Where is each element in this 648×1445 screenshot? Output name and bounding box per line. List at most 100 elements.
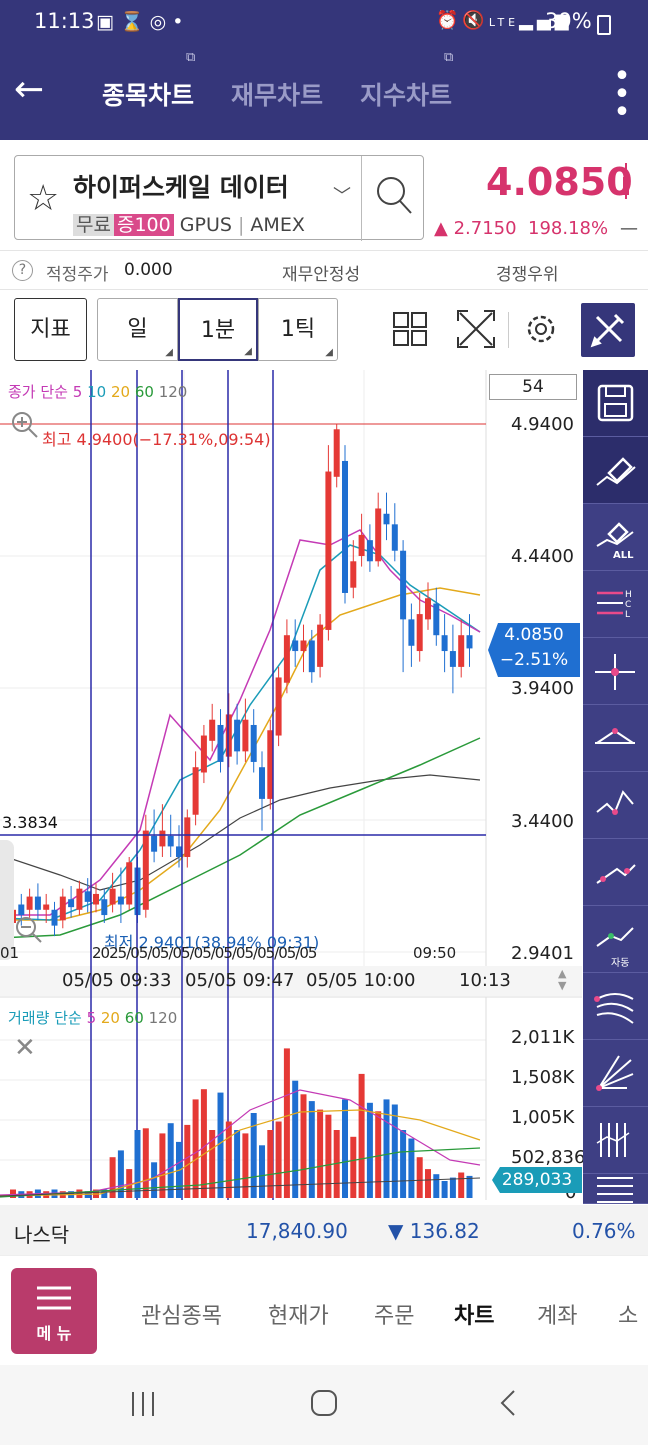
tab-financial-chart[interactable]: 재무차트 (231, 81, 324, 110)
index-ticker-bar[interactable]: 나스닥 17,840.90 ▼ 136.82 0.76% (0, 1205, 648, 1255)
candle-body (283, 635, 290, 683)
volume-bar (358, 1073, 365, 1198)
candle-body (225, 714, 232, 757)
stock-exchange: AMEX (250, 214, 305, 236)
competitive-edge-link[interactable]: 경쟁우위 (496, 265, 559, 285)
drawing-tools-button[interactable] (581, 303, 635, 357)
search-icon[interactable] (373, 172, 415, 218)
chart-scroll-handle[interactable] (0, 840, 14, 960)
more-menu-icon[interactable]: • • • (613, 59, 631, 130)
axis-scroll-icon[interactable]: ▲ ▼ (558, 967, 567, 992)
nav-chart[interactable]: 차트 (454, 1304, 495, 1329)
candle-body (200, 735, 207, 773)
candle-body (109, 888, 116, 905)
y-tick: 3.4400 (511, 811, 574, 832)
system-navigation-bar (0, 1365, 648, 1445)
auto-trend-icon (596, 927, 634, 947)
recent-apps-icon[interactable] (128, 1389, 158, 1419)
indicator-button[interactable]: 지표 (14, 298, 87, 361)
crosshair-line-button[interactable] (583, 638, 648, 705)
save-button[interactable] (583, 370, 648, 437)
eraser-button[interactable] (583, 437, 648, 504)
volume-bar (342, 1099, 348, 1198)
close-volume-icon[interactable]: ✕ (14, 1033, 36, 1063)
battery-icon (597, 15, 611, 35)
zoom-out-icon[interactable] (14, 915, 44, 945)
fair-price-label: 적정주가 (46, 265, 109, 285)
candle-body (184, 817, 191, 857)
candle-body (142, 830, 149, 910)
svg-text:H: H (625, 590, 632, 600)
volume-bar (416, 1157, 423, 1198)
divider (361, 156, 362, 241)
candle-body (308, 640, 315, 673)
tab-stock-chart[interactable]: 종목차트 (102, 81, 195, 110)
chevron-down-icon[interactable]: ﹀ (333, 186, 351, 207)
candle-body (325, 471, 332, 630)
volume-bar (383, 1099, 390, 1198)
candle-body (167, 835, 174, 847)
layout-grid-icon[interactable] (386, 305, 434, 353)
candle-body (51, 909, 58, 926)
info-bar: ? 적정주가 0.000 재무안정성 경쟁우위 (0, 250, 648, 290)
vol-tick: 1,005K (511, 1107, 575, 1128)
period-day-button[interactable]: 일 ◢ (97, 298, 178, 361)
valley-line-button[interactable] (583, 772, 648, 839)
trend-triangle-button[interactable] (583, 705, 648, 772)
price-candle-icon (623, 163, 629, 199)
free-tag: 무료 (73, 214, 114, 236)
period-minute-button[interactable]: 1분 ◢ (178, 298, 258, 361)
nav-account[interactable]: 계좌 (537, 1304, 578, 1329)
fullscreen-icon[interactable] (452, 305, 500, 353)
candle-body (391, 524, 398, 551)
tab-index-chart[interactable]: 지수차트 (360, 81, 453, 110)
volume-bar (308, 1101, 315, 1198)
horizontal-lines-icon (597, 1177, 633, 1203)
candle-body (242, 719, 249, 752)
home-icon[interactable] (309, 1388, 339, 1418)
fan-angle-button[interactable] (583, 1040, 648, 1107)
nav-more-partial[interactable]: 소 (618, 1304, 639, 1329)
volume-bar (275, 1121, 282, 1198)
candle-body (84, 891, 91, 902)
eraser-all-button[interactable]: ALL (583, 504, 648, 571)
stock-selector[interactable]: ☆ 하이퍼스케일 데이터 ﹀ 무료 증100 GPUS | AMEX (14, 155, 424, 241)
zoom-in-icon[interactable] (10, 410, 40, 440)
candle-body (425, 598, 431, 620)
help-icon[interactable]: ? (12, 260, 33, 281)
left-edge-label: 01 (0, 944, 20, 962)
price-chart[interactable]: 종가 단순 5 10 20 60 120 54 최고 4.9400(−17.31… (0, 370, 585, 1203)
auto-trend-button[interactable]: 자동 (583, 906, 648, 973)
back-nav-icon[interactable] (494, 1388, 524, 1418)
stock-name: 하이퍼스케일 데이터 (73, 173, 289, 202)
fan-line-button[interactable] (583, 973, 648, 1040)
svg-text:L: L (625, 610, 630, 620)
financial-stability-link[interactable]: 재무안정성 (282, 265, 361, 285)
period-tick-button[interactable]: 1틱 ◢ (258, 298, 338, 361)
x-tick: 05/05 09:33 (62, 970, 172, 991)
back-arrow-icon[interactable]: ← (14, 69, 45, 110)
index-pct: 0.76% (572, 1219, 636, 1243)
horizontal-lines-button[interactable] (583, 1174, 648, 1204)
trend-line-button[interactable] (583, 839, 648, 906)
stock-ticker: GPUS (179, 214, 232, 236)
favorite-star-icon[interactable]: ☆ (27, 178, 60, 219)
candle-body (217, 724, 224, 762)
candle-body (59, 896, 66, 921)
nav-order[interactable]: 주문 (374, 1304, 415, 1329)
y-tick: 4.4400 (511, 546, 574, 567)
menu-button[interactable]: 메 뉴 (11, 1268, 97, 1354)
nav-watchlist[interactable]: 관심종목 (141, 1304, 222, 1329)
volume-bar (109, 1157, 116, 1198)
visible-count-box[interactable]: 54 (489, 374, 577, 400)
eraser-icon (596, 457, 636, 486)
nav-current-price[interactable]: 현재가 (268, 1304, 329, 1329)
vertical-lines-button[interactable] (583, 1107, 648, 1174)
chart-canvas[interactable] (0, 370, 582, 1200)
volume-bar (76, 1189, 83, 1198)
battery-percent: 39% (545, 9, 592, 33)
gear-icon[interactable] (517, 305, 565, 353)
status-system-icons: ⏰🔇LTE▂▄▆ (436, 10, 573, 31)
